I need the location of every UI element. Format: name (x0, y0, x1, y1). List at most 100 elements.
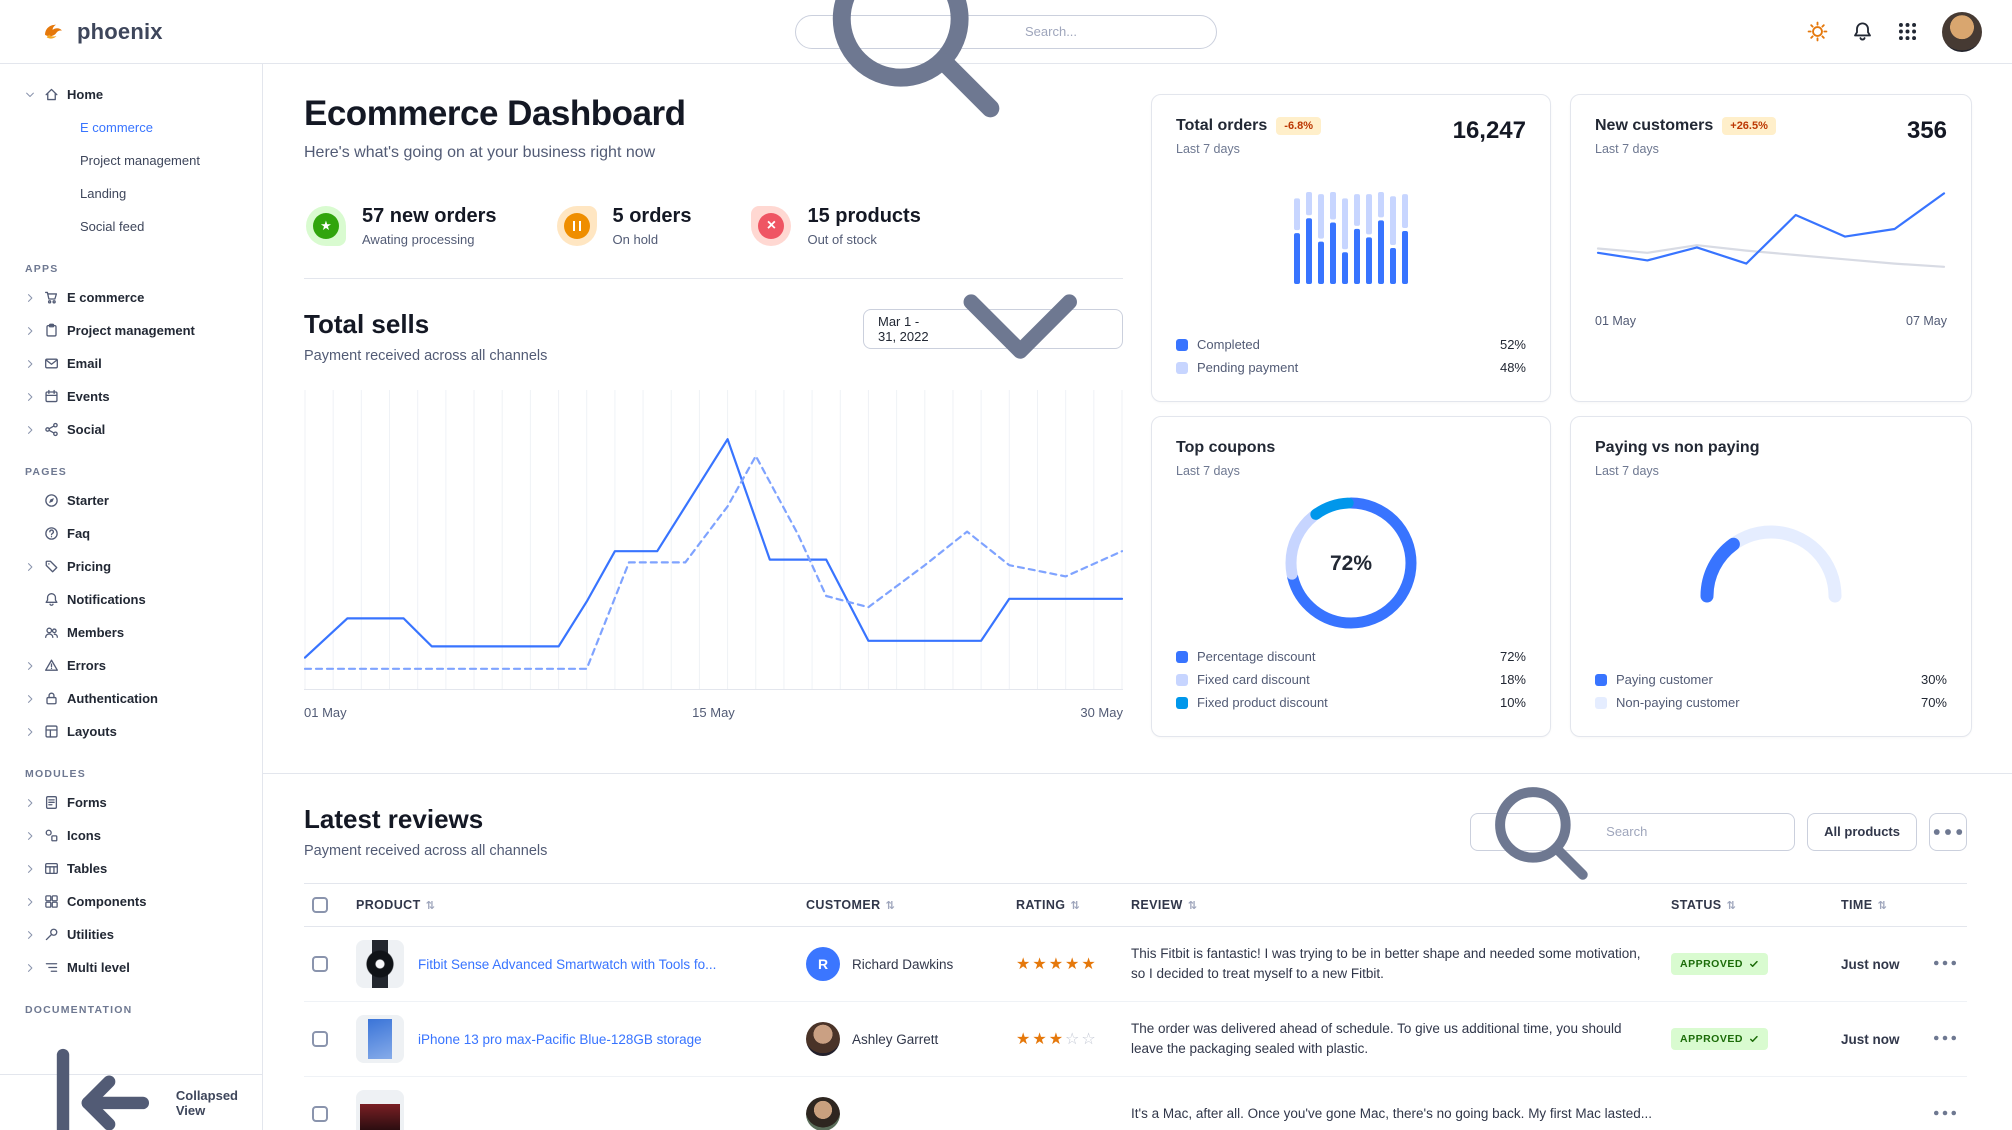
sidebar-item-e-commerce[interactable]: E commerce (80, 120, 153, 135)
caret-right-icon (24, 424, 36, 436)
sidebar-item-utilities[interactable]: Utilities (12, 918, 250, 951)
form-icon (44, 795, 59, 810)
select-all-checkbox[interactable] (312, 897, 328, 913)
reviews-search[interactable] (1470, 786, 1796, 880)
legend-bullet (1595, 696, 1607, 709)
sidebar-section-documentation: DOCUMENTATION (25, 1004, 133, 1016)
sidebar-nav: Home E commerce Project management Landing S… (0, 78, 262, 1016)
sidebar-item-members[interactable]: Members (12, 616, 250, 649)
review-time: Just now (1841, 956, 1900, 972)
sidebar-item-project-management[interactable]: Project management (12, 314, 250, 347)
tag-icon (44, 559, 59, 574)
sidebar-item-home[interactable]: Home (12, 78, 250, 111)
row-checkbox[interactable] (312, 956, 328, 973)
out-of-stock-x-icon: × (749, 204, 793, 248)
dashboard-left-column: Ecommerce Dashboard Here's what's going … (303, 94, 1124, 737)
review-text: This Fitbit is fantastic! I was trying t… (1131, 945, 1641, 981)
sidebar-item-label: E commerce (67, 290, 145, 305)
legend-value: 10% (1499, 695, 1526, 710)
sidebar-item-layouts[interactable]: Layouts (12, 715, 250, 748)
row-actions-button[interactable] (1931, 949, 1959, 977)
paying-legend: Paying customer 30% Non-paying customer 70% (1595, 668, 1947, 714)
sidebar-item-project-management[interactable]: Project management (80, 153, 200, 168)
reviews-more-button[interactable] (1929, 812, 1967, 851)
sidebar-item-events[interactable]: Events (12, 380, 250, 413)
paying-gauge-chart (1700, 525, 1842, 603)
puzzle-icon (44, 894, 59, 909)
customer-avatar (806, 1097, 840, 1130)
sort-icon[interactable]: ⇅ (1726, 900, 1737, 912)
sidebar-item-forms[interactable]: Forms (12, 786, 250, 819)
card-new-customers: New customers +26.5% Last 7 days 356 01 … (1570, 94, 1972, 402)
share-icon (44, 422, 59, 437)
sidebar-item-label: Multi level (67, 960, 130, 975)
column-customer: CUSTOMER (806, 898, 881, 912)
sidebar-item-multi-level[interactable]: Multi level (12, 951, 250, 984)
sidebar-item-icons[interactable]: Icons (12, 819, 250, 852)
collapsed-view-toggle[interactable]: Collapsed View (0, 1048, 262, 1130)
theme-toggle-button[interactable] (1807, 21, 1828, 42)
product-link[interactable]: iPhone 13 pro max-Pacific Blue-128GB sto… (418, 1031, 702, 1047)
sidebar-item-email[interactable]: Email (12, 347, 250, 380)
legend-bullet (1595, 673, 1607, 686)
user-avatar[interactable] (1942, 11, 1982, 52)
caret-spacer (24, 495, 36, 507)
sort-icon[interactable]: ⇅ (425, 900, 436, 912)
card-paying-vs-non-paying: Paying vs non paying Last 7 days Paying … (1570, 416, 1972, 737)
sort-icon[interactable]: ⇅ (1187, 900, 1198, 912)
legend-bullet (1176, 361, 1188, 374)
legend-item: Fixed product discount 10% (1176, 691, 1526, 714)
stat-label: Awating processing (362, 232, 475, 247)
sidebar-item-label: Email (67, 356, 102, 371)
date-range-value: Mar 1 - 31, 2022 (878, 314, 929, 344)
sort-icon[interactable]: ⇅ (1877, 900, 1888, 912)
row-actions-button[interactable] (1931, 1099, 1959, 1127)
all-products-button[interactable]: All products (1807, 812, 1917, 851)
sidebar-item-pricing[interactable]: Pricing (12, 550, 250, 583)
sort-icon[interactable]: ⇅ (1070, 900, 1081, 912)
notifications-button[interactable] (1852, 21, 1873, 42)
apps-grid-button[interactable] (1897, 21, 1918, 42)
date-range-select[interactable]: Mar 1 - 31, 2022 (863, 294, 1123, 359)
card-period: Last 7 days (1595, 464, 1659, 478)
caret-spacer (24, 594, 36, 606)
sidebar-item-authentication[interactable]: Authentication (12, 682, 250, 715)
search-input[interactable] (1025, 24, 1201, 39)
legend-bullet (1176, 696, 1188, 709)
review-text: The order was delivered ahead of schedul… (1131, 1020, 1622, 1056)
sidebar-item-landing[interactable]: Landing (80, 186, 127, 201)
sidebar-item-tables[interactable]: Tables (12, 852, 250, 885)
status-badge: APPROVED (1671, 1028, 1768, 1050)
product-image (356, 1015, 404, 1063)
total-sells-header: Total sells Payment received across all … (304, 294, 1123, 364)
sidebar-item-components[interactable]: Components (12, 885, 250, 918)
legend-value: 30% (1920, 672, 1947, 687)
sidebar-item-label: Components (67, 894, 147, 909)
sidebar-item-starter[interactable]: Starter (12, 484, 250, 517)
row-checkbox[interactable] (312, 1031, 328, 1048)
home-icon (44, 87, 59, 102)
brand[interactable]: phoenix (40, 18, 163, 45)
envelope-icon (44, 356, 59, 371)
card-title: Total orders (1176, 117, 1268, 134)
legend-bullet (1176, 338, 1188, 351)
sidebar-item-faq[interactable]: Faq (12, 517, 250, 550)
legend-label: Pending payment (1197, 360, 1299, 375)
collapsed-view-label: Collapsed View (175, 1087, 238, 1118)
orders-legend: Completed 52% Pending payment 48% (1176, 333, 1526, 379)
row-checkbox[interactable] (312, 1106, 328, 1123)
sidebar-item-e-commerce[interactable]: E commerce (12, 281, 250, 314)
sidebar-item-errors[interactable]: Errors (12, 649, 250, 682)
on-hold-pause-icon (555, 204, 599, 248)
sidebar-item-notifications[interactable]: Notifications (12, 583, 250, 616)
sort-icon[interactable]: ⇅ (885, 900, 896, 912)
sidebar-item-social-feed[interactable]: Social feed (80, 219, 145, 234)
row-actions-button[interactable] (1931, 1024, 1959, 1052)
global-search[interactable] (795, 0, 1217, 118)
reviews-search-input[interactable] (1606, 824, 1783, 839)
review-row: It's a Mac, after all. Once you've gone … (304, 1076, 1967, 1130)
product-link[interactable]: Fitbit Sense Advanced Smartwatch with To… (418, 956, 717, 972)
reviews-controls: All products (1470, 786, 1967, 880)
sidebar-item-social[interactable]: Social (12, 413, 250, 446)
